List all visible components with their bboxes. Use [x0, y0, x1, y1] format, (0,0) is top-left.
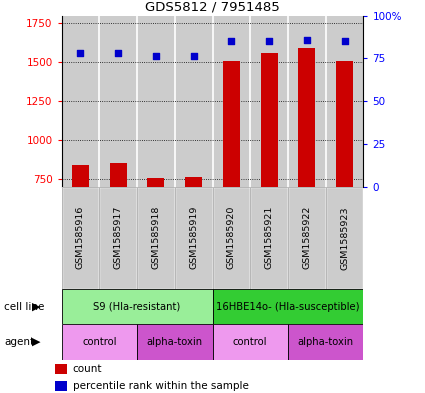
Bar	[62, 289, 212, 324]
Bar	[212, 187, 250, 289]
Bar	[250, 16, 288, 187]
Text: GSM1585917: GSM1585917	[114, 206, 123, 270]
Bar	[72, 165, 89, 187]
Text: ▶: ▶	[32, 337, 40, 347]
Bar	[212, 324, 288, 360]
Text: agent: agent	[4, 337, 34, 347]
Text: GSM1585923: GSM1585923	[340, 206, 349, 270]
Bar	[250, 187, 288, 289]
Bar	[326, 187, 363, 289]
Text: count: count	[73, 364, 102, 374]
Bar	[212, 289, 363, 324]
Bar	[326, 16, 363, 187]
Text: alpha-toxin: alpha-toxin	[298, 337, 354, 347]
Text: control: control	[233, 337, 267, 347]
Point	[153, 53, 159, 59]
Bar	[175, 187, 212, 289]
Text: GSM1585922: GSM1585922	[302, 206, 311, 270]
Bar	[62, 16, 99, 187]
Bar	[54, 364, 67, 374]
Text: GSM1585918: GSM1585918	[151, 206, 160, 270]
Bar	[185, 177, 202, 187]
Text: GSM1585919: GSM1585919	[189, 206, 198, 270]
Bar	[288, 324, 363, 360]
Bar	[62, 324, 137, 360]
Bar	[175, 187, 212, 289]
Point	[303, 37, 310, 43]
Text: GSM1585916: GSM1585916	[76, 206, 85, 270]
Bar	[99, 187, 137, 289]
Text: percentile rank within the sample: percentile rank within the sample	[73, 381, 249, 391]
Bar	[110, 163, 127, 187]
Bar	[62, 187, 99, 289]
Text: ▶: ▶	[32, 301, 40, 312]
Title: GDS5812 / 7951485: GDS5812 / 7951485	[145, 0, 280, 13]
Bar	[326, 187, 363, 289]
Bar	[212, 187, 250, 289]
Bar	[223, 61, 240, 187]
Point	[77, 50, 84, 56]
Bar	[212, 16, 250, 187]
Point	[266, 37, 272, 44]
Bar	[336, 61, 353, 187]
Text: GSM1585920: GSM1585920	[227, 206, 236, 270]
Bar	[137, 187, 175, 289]
Point	[115, 50, 122, 56]
Text: 16HBE14o- (Hla-susceptible): 16HBE14o- (Hla-susceptible)	[216, 301, 360, 312]
Text: cell line: cell line	[4, 301, 45, 312]
Bar	[288, 16, 326, 187]
Text: control: control	[82, 337, 116, 347]
Bar	[54, 381, 67, 391]
Bar	[137, 16, 175, 187]
Bar	[62, 187, 99, 289]
Text: S9 (Hla-resistant): S9 (Hla-resistant)	[94, 301, 181, 312]
Bar	[261, 53, 278, 187]
Point	[228, 38, 235, 44]
Text: alpha-toxin: alpha-toxin	[147, 337, 203, 347]
Point	[341, 38, 348, 44]
Bar	[288, 187, 326, 289]
Bar	[298, 48, 315, 187]
Bar	[99, 16, 137, 187]
Bar	[137, 324, 212, 360]
Bar	[137, 187, 175, 289]
Bar	[288, 187, 326, 289]
Text: GSM1585921: GSM1585921	[265, 206, 274, 270]
Point	[190, 53, 197, 59]
Bar	[99, 187, 137, 289]
Bar	[250, 187, 288, 289]
Bar	[147, 178, 164, 187]
Bar	[175, 16, 212, 187]
